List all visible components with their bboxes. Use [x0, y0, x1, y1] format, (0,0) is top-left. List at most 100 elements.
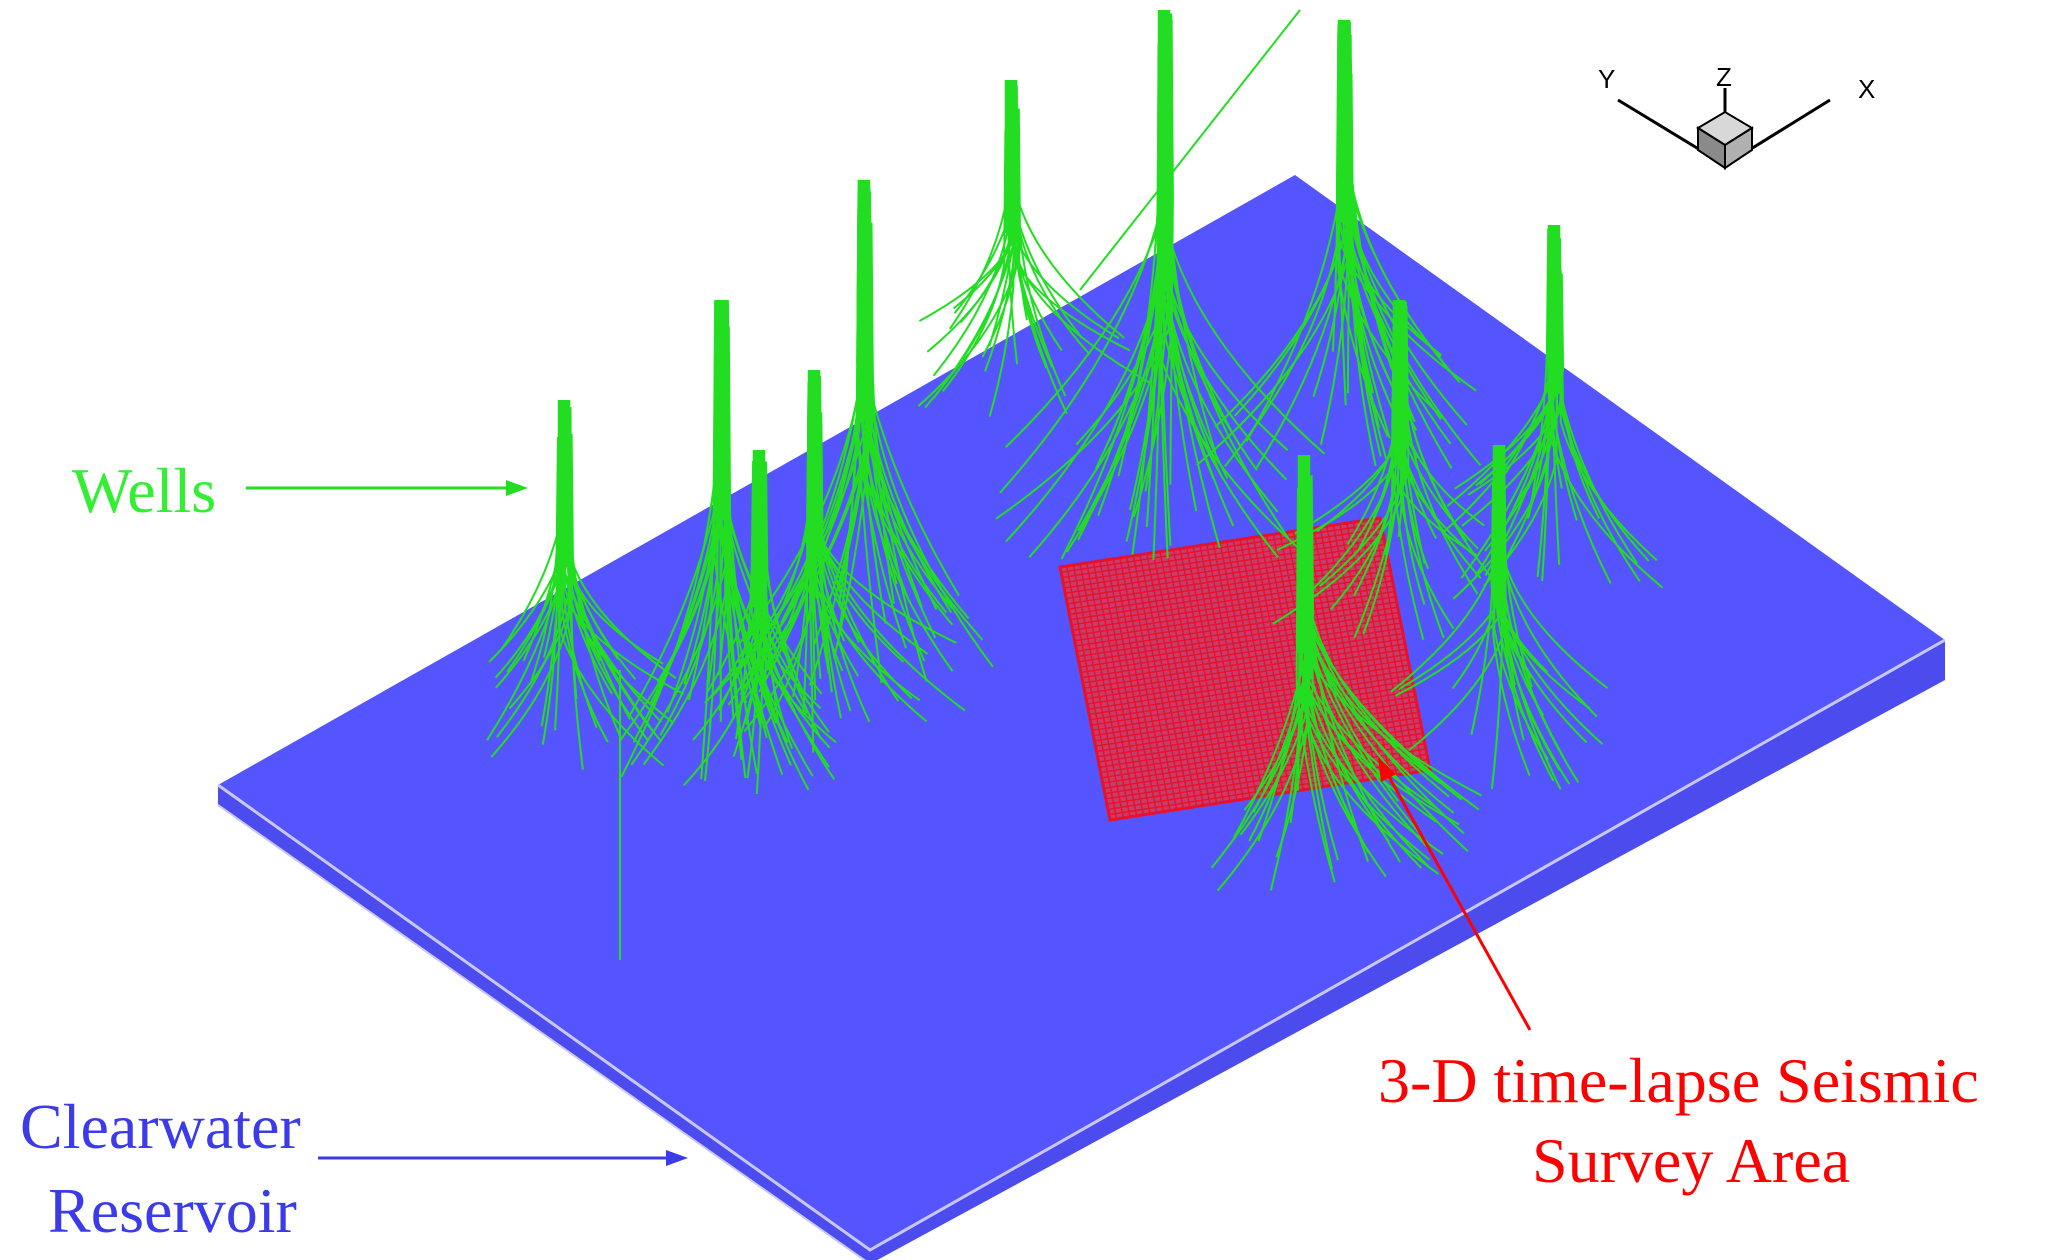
reservoir-edge-highlight	[217, 638, 1946, 1252]
well-trajectory	[1331, 33, 1340, 352]
well-trajectory	[1125, 39, 1167, 542]
well-trajectory	[1338, 33, 1447, 422]
well-trajectory	[809, 373, 815, 753]
well-trajectory	[1306, 482, 1465, 835]
well-trajectory	[917, 127, 1017, 408]
well-trajectory	[1490, 469, 1503, 790]
well-trajectory	[700, 300, 717, 780]
well-trajectory	[1016, 119, 1151, 384]
well-trajectory	[1550, 236, 1612, 585]
well-trajectory	[1405, 305, 1479, 595]
seismic-grid-line	[1365, 519, 1418, 773]
well-trajectory	[860, 215, 887, 624]
seismic-grid-line	[1352, 521, 1405, 775]
well-trajectory	[1233, 72, 1348, 417]
well-trajectory	[814, 411, 928, 723]
seismic-grid-line	[1359, 520, 1411, 774]
reservoir-front-face	[218, 785, 870, 1260]
axes-triad-icon: Y Z X	[1598, 62, 1875, 170]
well-trajectory	[569, 453, 664, 665]
well-trajectory	[1492, 476, 1531, 776]
well-trajectory	[1467, 270, 1563, 496]
well-trajectory	[1162, 57, 1215, 479]
well-trajectory	[620, 308, 717, 778]
well-trajectory	[932, 97, 1011, 377]
reservoir-label-line2: Reservoir	[48, 1175, 297, 1246]
well-trajectory	[1319, 359, 1410, 587]
well-trajectory	[1312, 34, 1348, 398]
well-trajectory	[1308, 485, 1455, 814]
well-trajectory	[870, 232, 994, 668]
well-trajectory	[918, 125, 1016, 322]
well-trajectory	[1346, 63, 1351, 394]
well-trajectory	[495, 452, 570, 738]
seismic-label-line1: 3-D time-lapse Seismic	[1378, 1045, 1979, 1116]
well-trajectory	[868, 186, 984, 641]
seismic-grid-line	[1101, 727, 1422, 779]
well-trajectory	[1502, 450, 1598, 718]
well-trajectory	[1028, 41, 1162, 558]
well-trajectory	[1008, 121, 1019, 365]
well-trajectory	[1558, 253, 1641, 582]
seismic-grid-line	[1104, 743, 1425, 795]
well-trajectory	[490, 429, 570, 758]
well-trajectory	[718, 340, 814, 777]
well-trajectory	[981, 108, 1022, 358]
well-trajectory	[659, 340, 719, 736]
well-trajectory	[755, 492, 766, 795]
well-trajectory	[808, 196, 872, 686]
well-trajectory	[1295, 487, 1336, 883]
well-trajectory	[1390, 357, 1477, 556]
well-trajectory	[818, 409, 871, 723]
well-trajectory	[561, 431, 609, 743]
well-trajectory	[1353, 307, 1408, 639]
well-trajectory	[1224, 24, 1340, 468]
reservoir-right-face	[870, 640, 1945, 1260]
well-trajectory	[530, 436, 559, 682]
well-trajectory	[569, 407, 584, 770]
seismic-grid-line	[1103, 737, 1424, 790]
well-trajectory	[764, 469, 768, 688]
wells-label: Wells	[72, 455, 216, 526]
well-trajectory	[995, 42, 1172, 520]
reservoir-label-line1: Clearwater	[20, 1091, 301, 1162]
well-trajectory	[1499, 473, 1562, 790]
well-trajectory	[1558, 278, 1650, 562]
well-trajectory	[1164, 58, 1288, 481]
well-trajectory	[865, 217, 954, 672]
well-trajectory	[1005, 22, 1164, 543]
axis-x-label: X	[1858, 74, 1875, 104]
well-trajectory	[1362, 311, 1400, 635]
well-trajectory	[1319, 22, 1349, 445]
well-trajectory	[1216, 507, 1308, 892]
well-trajectory	[988, 137, 1015, 417]
well-trajectory	[765, 461, 822, 739]
well-trajectory	[1298, 469, 1387, 878]
seismic-callout: 3-D time-lapse Seismic Survey Area	[1378, 757, 1979, 1196]
well-trajectory	[1347, 59, 1482, 467]
well-trajectory	[1079, 9, 1301, 291]
well-trajectory	[656, 335, 719, 683]
well-trajectory	[745, 468, 765, 725]
well-trajectory	[1502, 460, 1565, 758]
well-trajectory	[1330, 335, 1395, 610]
well-trajectory	[567, 420, 631, 720]
well-trajectory	[1169, 50, 1242, 448]
axis-y-label: Y	[1598, 64, 1615, 94]
well-trajectory	[1337, 34, 1389, 437]
seismic-label-line2: Survey Area	[1532, 1125, 1850, 1196]
axis-z-label: Z	[1716, 62, 1732, 92]
well-trajectory	[1166, 54, 1279, 513]
well-trajectory	[855, 214, 954, 626]
well-trajectory	[949, 96, 1010, 330]
well-trajectory	[642, 353, 727, 766]
well-trajectory	[819, 375, 852, 712]
well-trajectory	[1527, 228, 1550, 517]
well-trajectory	[1310, 507, 1450, 798]
reservoir-callout: Clearwater Reservoir	[20, 1091, 688, 1246]
well-trajectory	[692, 480, 760, 741]
well-trajectory	[1401, 337, 1426, 605]
well-trajectory	[1558, 277, 1658, 561]
well-trajectory	[856, 223, 908, 649]
